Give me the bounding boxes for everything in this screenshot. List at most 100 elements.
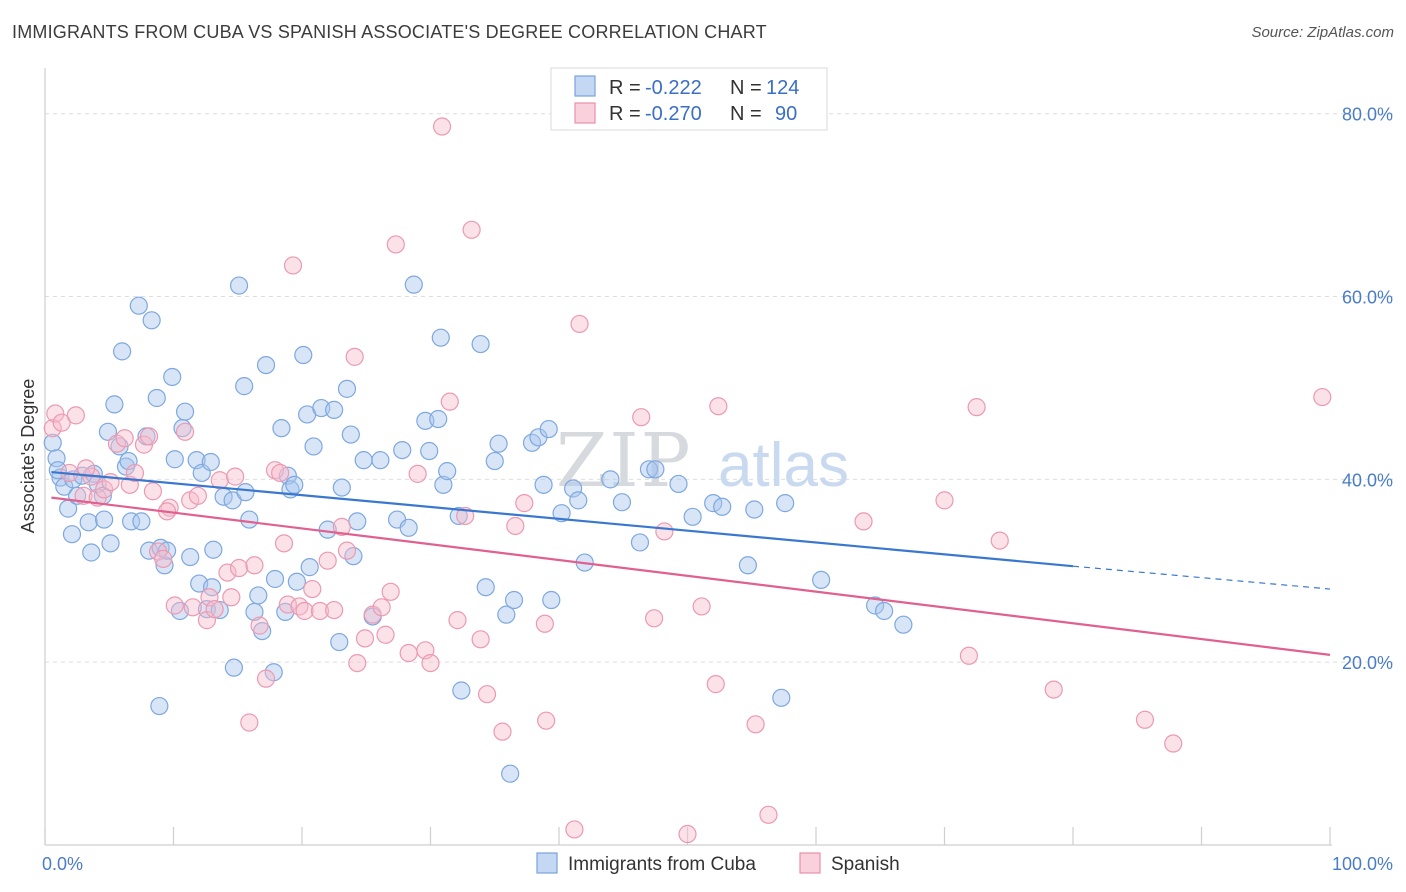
legend-n-label-cuba: N = [730, 77, 762, 99]
data-point-spanish [310, 601, 330, 621]
data-point-cuba [121, 512, 141, 531]
data-point-cuba [434, 475, 453, 494]
data-point-cuba [341, 425, 360, 444]
data-point-spanish [210, 471, 229, 490]
data-point-spanish [1164, 734, 1183, 753]
data-point-spanish [990, 531, 1009, 550]
legend-n-value-cuba: 124 [766, 77, 799, 99]
data-point-spanish [432, 117, 452, 136]
data-point-spanish [535, 614, 554, 633]
data-point-cuba [272, 419, 291, 438]
legend-r-value-cuba: -0.222 [645, 77, 702, 99]
data-point-cuba [683, 507, 702, 526]
data-point-cuba [542, 590, 561, 610]
data-point-cuba [866, 596, 885, 615]
data-point-cuba [393, 441, 412, 460]
data-point-cuba [287, 572, 306, 591]
data-point-cuba [181, 547, 200, 567]
data-point-spanish [226, 467, 245, 486]
data-point-spanish [175, 422, 195, 441]
data-point-spanish [421, 653, 440, 673]
data-point-spanish [46, 404, 65, 423]
data-point-cuba [337, 379, 357, 398]
data-point-spanish [355, 629, 375, 648]
data-point-spanish [678, 824, 697, 844]
bottom-legend-label-cuba: Immigrants from Cuba [568, 854, 756, 875]
data-point-cuba [224, 658, 243, 677]
data-point-cuba [304, 437, 323, 456]
legend-n-label-spanish: N = [730, 103, 762, 125]
data-point-cuba [704, 494, 723, 513]
data-point-spanish [565, 820, 584, 839]
data-point-spanish [440, 392, 459, 411]
data-point-spanish [222, 588, 241, 607]
data-point-spanish [515, 494, 534, 513]
data-point-cuba [669, 474, 688, 494]
data-point-cuba [201, 452, 220, 472]
data-point-spanish [706, 675, 725, 694]
data-point-cuba [95, 510, 114, 529]
data-point-spanish [183, 598, 202, 617]
data-point-cuba [601, 470, 620, 489]
data-point-spanish [265, 461, 285, 480]
data-point-spanish [477, 685, 497, 704]
data-point-cuba [776, 494, 795, 513]
data-point-spanish [471, 630, 490, 649]
y-tick-label: 80.0% [1342, 105, 1393, 125]
data-point-cuba [105, 395, 124, 414]
data-point-spanish [332, 517, 351, 536]
data-point-cuba [501, 764, 520, 783]
data-point-cuba [294, 345, 313, 365]
data-point-spanish [644, 609, 664, 628]
data-point-cuba [163, 367, 182, 387]
data-point-cuba [249, 586, 268, 605]
data-point-cuba [348, 512, 367, 531]
y-tick-label: 40.0% [1342, 470, 1393, 490]
data-point-spanish [256, 669, 276, 688]
data-point-spanish [218, 563, 237, 582]
data-point-spanish [709, 397, 728, 416]
legend-r-label-spanish: R = [609, 103, 641, 125]
data-point-spanish [493, 722, 512, 741]
data-point-spanish [66, 406, 85, 425]
trend-line-cuba [51, 470, 1074, 568]
data-point-cuba [452, 681, 471, 700]
data-point-cuba [812, 570, 831, 590]
data-point-cuba [399, 518, 418, 537]
data-point-spanish [77, 459, 96, 478]
data-point-cuba [236, 483, 255, 502]
data-point-spanish [274, 534, 294, 553]
data-point-spanish [205, 600, 224, 619]
data-point-spanish [408, 464, 427, 483]
data-point-cuba [612, 493, 632, 512]
data-point-cuba [639, 460, 659, 479]
bottom-legend-swatch-spanish [799, 852, 821, 874]
data-point-spanish [376, 625, 395, 644]
bottom-legend-label-spanish: Spanish [831, 854, 900, 875]
x-tick-label: 0.0% [42, 854, 83, 874]
data-point-cuba [534, 475, 553, 494]
data-point-cuba [330, 632, 349, 652]
data-point-spanish [1313, 387, 1332, 407]
data-point-cuba [265, 569, 285, 589]
legend-n-value-spanish: 90 [775, 103, 797, 125]
x-tick-label: 100.0% [1332, 854, 1393, 874]
data-point-spanish [348, 653, 367, 673]
data-point-cuba [569, 491, 588, 510]
y-axis-label: Associate's Degree [18, 379, 38, 534]
data-point-cuba [894, 615, 913, 634]
data-point-spanish [165, 596, 184, 615]
data-point-cuba [332, 478, 351, 497]
data-point-spanish [303, 579, 322, 599]
data-point-cuba [147, 388, 166, 408]
data-point-cuba [285, 475, 304, 494]
data-point-spanish [337, 541, 357, 560]
data-points [43, 117, 1332, 844]
data-point-spanish [372, 598, 391, 617]
data-point-spanish [139, 427, 159, 446]
data-point-spanish [854, 512, 873, 531]
data-point-spanish [692, 597, 711, 616]
data-point-spanish [95, 480, 114, 499]
data-point-spanish [271, 463, 290, 483]
